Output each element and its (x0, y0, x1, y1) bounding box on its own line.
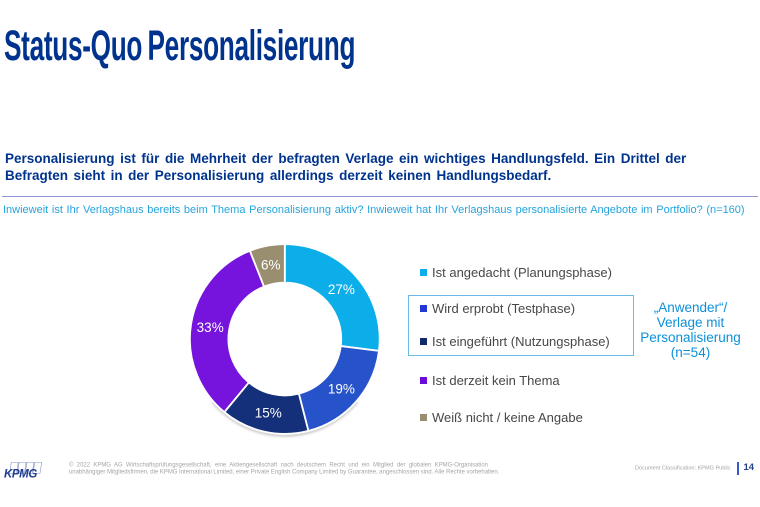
svg-text:33%: 33% (197, 320, 224, 335)
svg-text:19%: 19% (328, 382, 355, 397)
svg-text:6%: 6% (261, 258, 281, 273)
svg-text:27%: 27% (328, 282, 355, 297)
svg-text:KPMG: KPMG (4, 469, 37, 481)
svg-text:15%: 15% (255, 406, 282, 421)
